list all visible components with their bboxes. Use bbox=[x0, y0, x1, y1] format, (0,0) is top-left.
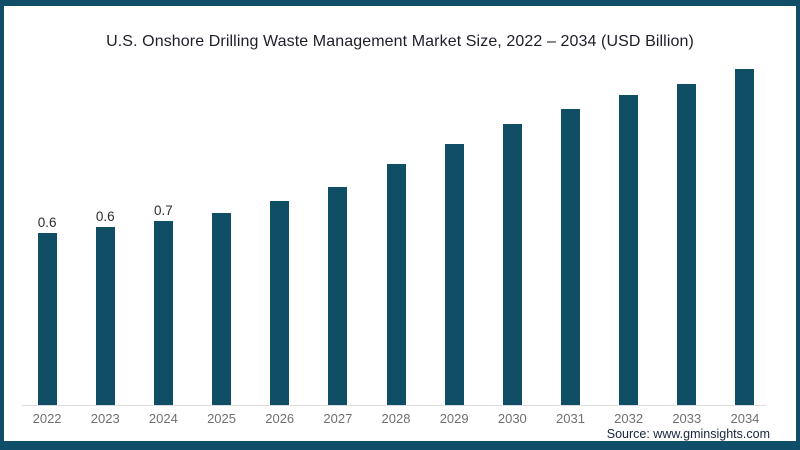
x-axis-tick-labels: 2022 2023 2024 2025 2026 2027 2028 2029 2030 2031… bbox=[18, 411, 774, 426]
source-credit: Source: www.gminsights.com bbox=[606, 427, 770, 441]
bar-2032 bbox=[619, 95, 639, 405]
bar-2031 bbox=[560, 109, 580, 405]
x-tick-2031: 2031 bbox=[556, 411, 585, 426]
bar-column bbox=[192, 213, 250, 405]
x-tick-2030: 2030 bbox=[497, 411, 527, 426]
bar-2033 bbox=[677, 84, 697, 405]
bars-container: 0.6 0.6 0.7 bbox=[18, 53, 774, 405]
bar-2030 bbox=[502, 124, 522, 405]
bar-column bbox=[483, 124, 541, 405]
bar-column: 0.6 bbox=[76, 208, 134, 405]
bar-column bbox=[251, 201, 309, 405]
x-tick-2028: 2028 bbox=[381, 411, 411, 426]
bar-column bbox=[600, 95, 658, 405]
bar-2024 bbox=[153, 221, 173, 405]
bar-2022 bbox=[37, 233, 57, 405]
x-tick-2029: 2029 bbox=[439, 411, 469, 426]
bar-column bbox=[658, 84, 716, 405]
bar-value-label: 0.7 bbox=[154, 202, 173, 218]
x-tick-2024: 2024 bbox=[148, 411, 178, 426]
bar-value-label: 0.6 bbox=[37, 214, 57, 230]
bar-2028 bbox=[386, 164, 406, 405]
bar-2026 bbox=[270, 201, 290, 405]
x-axis-line bbox=[22, 405, 766, 406]
bar-column bbox=[716, 69, 774, 405]
bar-2027 bbox=[328, 187, 348, 405]
bar-2025 bbox=[212, 213, 232, 405]
x-tick-2022: 2022 bbox=[32, 411, 62, 426]
bar-2029 bbox=[444, 144, 464, 405]
x-tick-2026: 2026 bbox=[265, 411, 295, 426]
x-tick-2027: 2027 bbox=[323, 411, 353, 426]
x-tick-2032: 2032 bbox=[614, 411, 644, 426]
bar-column bbox=[367, 164, 425, 405]
x-tick-2033: 2033 bbox=[672, 411, 702, 426]
bar-column: 0.6 bbox=[18, 214, 76, 405]
bar-2034 bbox=[735, 69, 755, 405]
bar-column bbox=[541, 109, 599, 405]
bar-2023 bbox=[95, 227, 115, 405]
x-tick-2023: 2023 bbox=[90, 411, 120, 426]
bar-column bbox=[425, 144, 483, 405]
x-tick-2034: 2034 bbox=[730, 411, 760, 426]
x-tick-2025: 2025 bbox=[207, 411, 236, 426]
bar-column bbox=[309, 187, 367, 405]
bar-value-label: 0.6 bbox=[95, 208, 115, 224]
chart-title: U.S. Onshore Drilling Waste Management M… bbox=[106, 33, 694, 50]
bar-column: 0.7 bbox=[134, 202, 192, 405]
